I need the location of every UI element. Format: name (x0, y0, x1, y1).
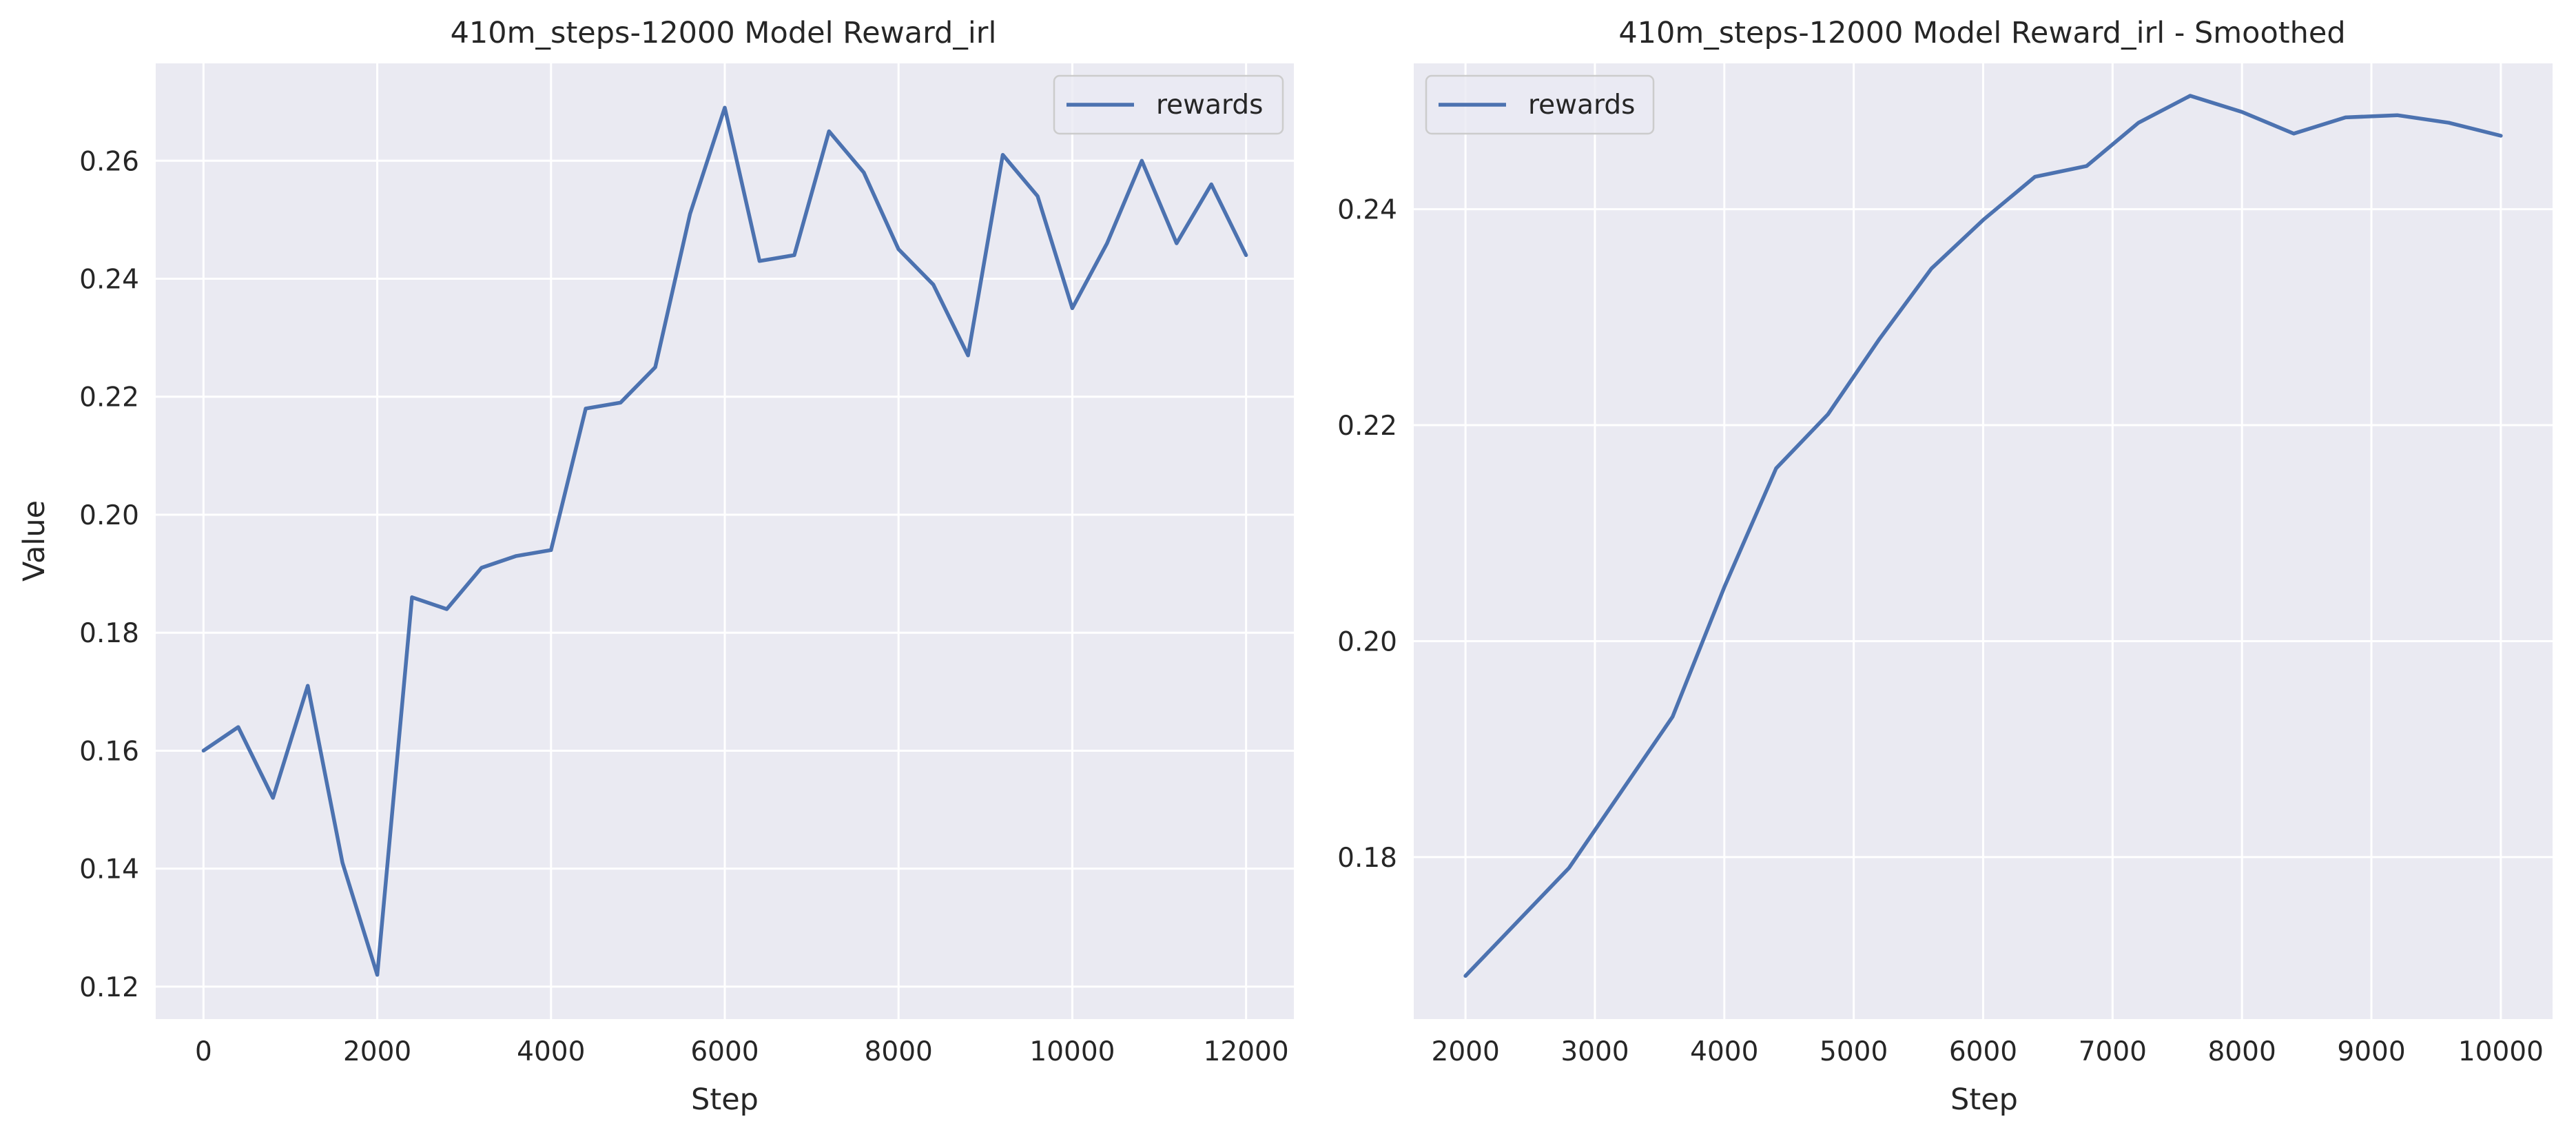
y-tick-label: 0.12 (79, 972, 139, 1003)
x-tick-label: 8000 (2208, 1036, 2276, 1067)
series-line-rewards (201, 105, 1248, 977)
series-layer (1463, 94, 2503, 978)
x-tick-label: 4000 (517, 1036, 585, 1067)
legend-label-rewards: rewards (1528, 90, 1635, 121)
x-axis-label: Step (691, 1082, 759, 1117)
legend-label-rewards: rewards (1156, 90, 1263, 121)
y-tick-label: 0.26 (79, 146, 139, 177)
legend-box (1425, 74, 1655, 135)
tick-labels: 2000 3000 4000 5000 6000 7000 8000 9000 10000 0.1… (1337, 195, 2544, 1067)
series-line-rewards (1463, 94, 2503, 978)
y-tick-label: 0.18 (79, 618, 139, 649)
y-tick-label: 0.16 (79, 736, 139, 767)
x-tick-label: 2000 (343, 1036, 411, 1067)
x-tick-label: 7000 (2079, 1036, 2147, 1067)
x-tick-label: 6000 (690, 1036, 759, 1067)
y-tick-label: 0.22 (79, 382, 139, 413)
y-tick-label: 0.14 (79, 854, 139, 885)
smoothed-reward-panel: 410m_steps-12000 Model Reward_irl - Smoo… (1337, 16, 2553, 1117)
y-tick-label: 0.18 (1337, 843, 1397, 874)
x-tick-label: 10000 (1029, 1036, 1115, 1067)
y-tick-label: 0.24 (1337, 195, 1397, 226)
legend: rewards (1053, 74, 1284, 135)
chart-title: 410m_steps-12000 Model Reward_irl - Smoo… (1618, 16, 2345, 50)
x-tick-label: 0 (195, 1036, 212, 1067)
grid-lines (1414, 63, 2553, 1019)
y-tick-label: 0.22 (1337, 411, 1397, 442)
y-tick-label: 0.24 (79, 265, 139, 296)
x-tick-label: 10000 (2458, 1036, 2544, 1067)
y-axis-label: Value (17, 500, 52, 582)
x-tick-label: 8000 (865, 1036, 933, 1067)
y-tick-label: 0.20 (1337, 626, 1397, 657)
chart-title: 410m_steps-12000 Model Reward_irl (451, 16, 997, 50)
x-tick-label: 2000 (1432, 1036, 1500, 1067)
x-tick-label: 4000 (1690, 1036, 1758, 1067)
x-tick-label: 3000 (1560, 1036, 1629, 1067)
raw-reward-panel: 410m_steps-12000 Model Reward_irl 0 2000 4… (17, 16, 1294, 1117)
tick-labels: 0 2000 4000 6000 8000 10000 12000 0.12 0.14 0.16 0… (79, 146, 1289, 1067)
series-layer (201, 105, 1248, 977)
x-tick-label: 6000 (1949, 1036, 2017, 1067)
legend-box (1053, 74, 1284, 135)
x-tick-label: 5000 (1820, 1036, 1888, 1067)
legend: rewards (1425, 74, 1655, 135)
x-tick-label: 9000 (2337, 1036, 2405, 1067)
x-axis-label: Step (1950, 1082, 2018, 1117)
y-tick-label: 0.20 (79, 500, 139, 531)
x-tick-label: 12000 (1204, 1036, 1289, 1067)
